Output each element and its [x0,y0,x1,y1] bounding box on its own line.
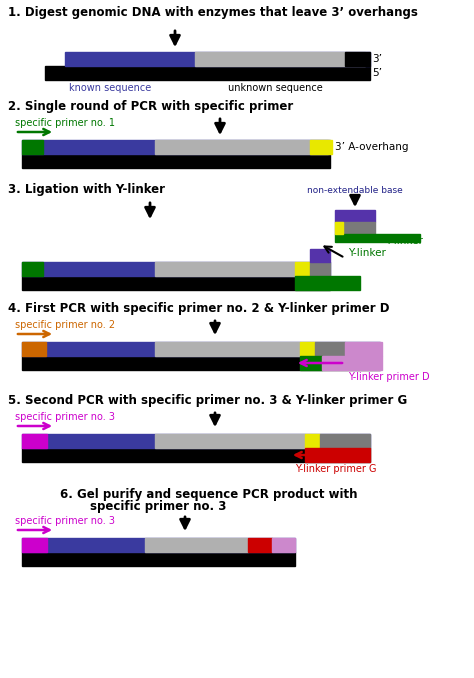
Bar [22,356,380,370]
Bar [320,434,370,448]
Bar [335,210,375,222]
Bar [65,52,370,66]
Bar [155,262,295,276]
Bar [295,276,360,290]
Bar [45,66,370,80]
Text: specific primer no. 1: specific primer no. 1 [15,118,115,128]
Bar [248,538,272,552]
Bar [345,342,382,356]
Text: 2. Single round of PCR with specific primer: 2. Single round of PCR with specific pri… [8,100,293,113]
Text: specific primer no. 3: specific primer no. 3 [15,412,115,422]
Bar [300,342,315,356]
Bar [22,538,295,552]
Bar [22,448,370,462]
Text: known sequence: known sequence [69,83,151,93]
Bar [335,222,375,234]
Bar [22,140,330,154]
Bar [22,538,47,552]
Bar [22,552,295,566]
Bar [22,276,330,290]
Text: specific primer no. 2: specific primer no. 2 [15,320,115,330]
Bar [322,356,382,370]
Text: 6. Gel purify and sequence PCR product with: 6. Gel purify and sequence PCR product w… [60,488,357,501]
Bar [310,262,330,276]
Text: 1. Digest genomic DNA with enzymes that leave 3’ overhangs: 1. Digest genomic DNA with enzymes that … [8,6,418,19]
Bar [315,342,345,356]
Bar [310,249,330,262]
Bar [155,342,300,356]
Text: 3. Ligation with Y-linker: 3. Ligation with Y-linker [8,183,165,196]
Text: 5. Second PCR with specific primer no. 3 & Y-linker primer G: 5. Second PCR with specific primer no. 3… [8,394,407,407]
Text: Y-linker: Y-linker [348,248,386,258]
Bar [22,262,43,276]
Bar [345,52,370,66]
Text: Y-linker primer D: Y-linker primer D [348,372,429,382]
Bar [295,262,310,276]
Bar [22,434,370,448]
Bar [300,356,322,370]
Bar [272,538,295,552]
Bar [22,434,47,448]
Bar [195,52,365,66]
Bar [22,154,330,168]
Text: 5’: 5’ [372,68,382,78]
Text: Y-linker primer G: Y-linker primer G [295,464,376,474]
Bar [335,222,343,234]
Text: 3’: 3’ [372,54,382,64]
Text: Y-linker: Y-linker [385,236,423,246]
Bar [310,140,332,154]
Bar [305,448,370,462]
Bar [22,140,43,154]
Text: unknown sequence: unknown sequence [228,83,322,93]
Text: specific primer no. 3: specific primer no. 3 [90,500,227,513]
Bar [145,538,248,552]
Bar [22,342,380,356]
Bar [155,434,305,448]
Bar [335,234,420,242]
Bar [22,262,330,276]
Bar [155,140,328,154]
Text: 4. First PCR with specific primer no. 2 & Y-linker primer D: 4. First PCR with specific primer no. 2 … [8,302,390,315]
Text: specific primer no. 3: specific primer no. 3 [15,516,115,526]
Bar [22,342,46,356]
Bar [305,434,320,448]
Text: 3’ A-overhang: 3’ A-overhang [335,142,409,152]
Text: non-extendable base: non-extendable base [307,186,403,195]
